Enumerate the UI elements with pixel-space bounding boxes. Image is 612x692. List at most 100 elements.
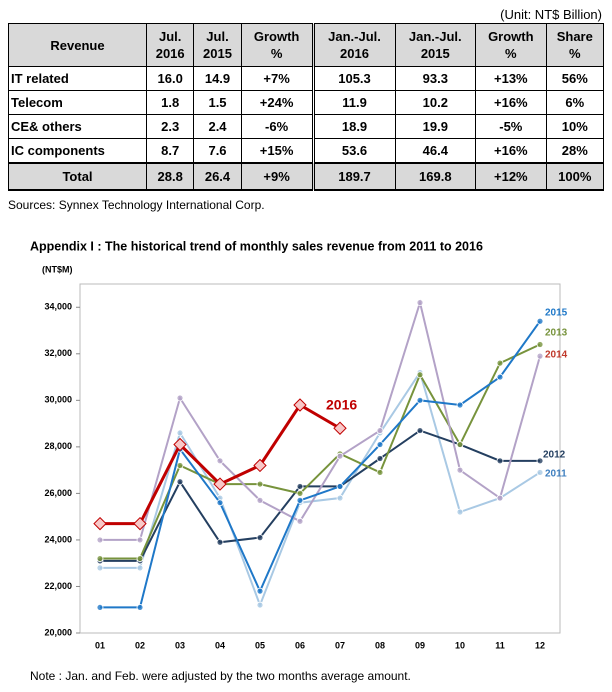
point-marker: [376, 455, 384, 462]
table-cell: 6%: [545, 90, 605, 115]
header-cell: Jan.-Jul. 2015: [394, 23, 477, 67]
point-marker: [253, 458, 267, 473]
header-text: 2015: [420, 46, 450, 61]
header-cell: Jul. 2016: [146, 23, 195, 67]
table-cell: 19.9: [394, 114, 477, 139]
y-tick-label: 20,000: [44, 627, 72, 637]
point-marker: [256, 534, 264, 542]
plot-frame: [79, 283, 561, 634]
table-cell: 14.9: [193, 66, 242, 91]
x-tick-label: 12: [535, 640, 545, 650]
header-cell: Growth%: [475, 23, 547, 67]
point-marker: [536, 352, 544, 360]
table-row: IT related 16.0 14.9 +7% 105.3 93.3 +13% 56%: [7, 66, 605, 91]
point-marker: [256, 601, 264, 609]
total-cell: 189.7: [311, 162, 396, 191]
y-axis-label: (NT$M): [42, 264, 73, 274]
point-marker: [376, 427, 384, 434]
point-marker: [456, 401, 464, 409]
header-cell: Jan.-Jul. 2016: [311, 23, 396, 67]
table-cell: Telecom: [7, 90, 148, 115]
point-marker: [136, 564, 144, 572]
point-marker: [296, 517, 304, 525]
point-marker: [296, 483, 304, 490]
point-marker: [496, 494, 504, 502]
x-tick-label: 08: [375, 640, 385, 650]
point-marker: [536, 341, 544, 348]
y-tick-label: 28,000: [44, 441, 72, 451]
table-cell: 10.2: [394, 90, 477, 115]
header-cell: Jul. 2015: [193, 23, 242, 67]
total-cell: 28.8: [146, 162, 195, 191]
point-marker: [176, 429, 184, 437]
table-cell: IT related: [7, 66, 148, 91]
point-marker: [293, 398, 307, 412]
point-marker: [536, 457, 544, 465]
unit: (Unit: NT$ Billion): [500, 7, 602, 22]
series-label: 2012: [543, 450, 566, 461]
header-text: Jan.-Jul.: [328, 29, 381, 44]
point-marker: [136, 604, 144, 611]
total-cell: 169.8: [394, 162, 477, 191]
total-cell: Total: [7, 162, 148, 191]
table-row: CE& others 2.3 2.4 -6% 18.9 19.9 -5% 10%: [7, 114, 605, 139]
table-cell: 56%: [545, 66, 605, 91]
point-marker: [456, 441, 464, 448]
point-marker: [213, 477, 227, 491]
x-tick-label: 01: [95, 640, 105, 650]
header-text: Revenue: [50, 37, 105, 53]
header-text: Jul.: [158, 29, 182, 44]
y-tick-label: 24,000: [44, 534, 72, 544]
header-text: Jan.-Jul.: [408, 29, 462, 44]
header-text: Growth: [488, 29, 534, 44]
table-cell: 18.9: [311, 114, 396, 139]
x-tick-label: 07: [335, 640, 345, 650]
series-label: 2016: [326, 397, 357, 413]
point-marker: [496, 359, 504, 367]
series-label: 2015: [545, 308, 568, 319]
point-marker: [96, 604, 104, 611]
note: Note : Jan. and Feb. were adjusted by th…: [30, 669, 411, 683]
total-cell: +12%: [475, 162, 547, 191]
header-text: 2016: [340, 46, 369, 61]
table-cell: 28%: [545, 138, 605, 164]
x-tick-label: 06: [295, 640, 305, 650]
header-text: Growth: [253, 29, 300, 44]
point-marker: [336, 483, 344, 490]
point-marker: [256, 496, 264, 504]
header-text: %: [270, 46, 283, 61]
y-tick-label: 34,000: [44, 302, 72, 312]
table-cell: +16%: [475, 90, 547, 115]
table-cell: 2.4: [193, 114, 242, 139]
header-text: Share: [556, 29, 593, 44]
series-label: 2013: [545, 328, 568, 339]
point-marker: [496, 373, 504, 381]
header-text: Jul.: [206, 29, 229, 44]
table-cell: 8.7: [146, 138, 195, 164]
total-cell: 100%: [545, 162, 605, 191]
table-cell: 7.6: [193, 138, 242, 164]
total-cell: +9%: [240, 162, 314, 191]
table-cell: 53.6: [311, 138, 396, 164]
x-tick-label: 09: [415, 640, 425, 650]
table-cell: +15%: [240, 138, 314, 164]
header-text: 2015: [203, 46, 232, 61]
y-tick-label: 26,000: [44, 488, 72, 498]
point-marker: [536, 317, 544, 325]
series-line: [100, 343, 541, 560]
point-marker: [416, 371, 424, 379]
point-marker: [93, 516, 107, 531]
series-label: 2014: [545, 350, 568, 361]
series-line: [100, 298, 541, 541]
series-line: [100, 320, 541, 609]
series-line: [100, 429, 540, 562]
table-cell: +13%: [475, 66, 547, 91]
x-tick-label: 10: [455, 640, 465, 650]
x-tick-label: 03: [175, 640, 185, 650]
revenue-table: Revenue Jul. 2016 Jul. 2015 Growth% Jan.-Jul. 2…: [7, 23, 605, 191]
total-row: Total 28.8 26.4 +9% 189.7 169.8 +12% 100%: [7, 162, 605, 191]
point-marker: [96, 536, 104, 544]
header-text: %: [568, 46, 581, 61]
